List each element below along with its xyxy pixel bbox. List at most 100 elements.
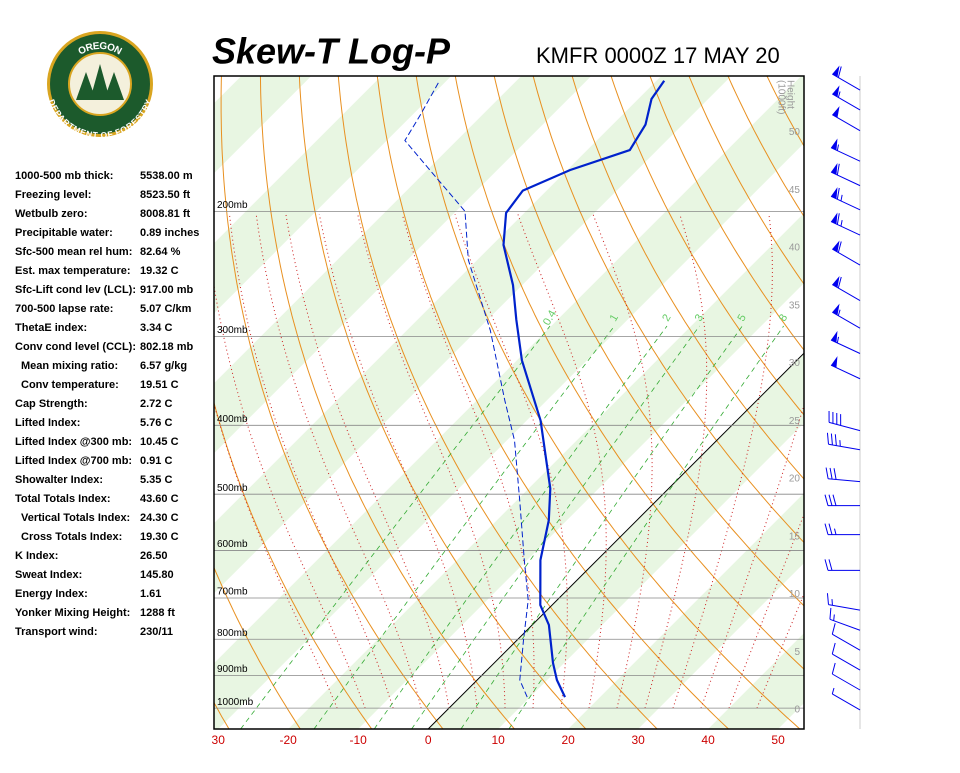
- mixing-ratio-label: 2: [660, 312, 673, 323]
- stat-label: Yonker Mixing Height:: [15, 607, 130, 619]
- stat-value: 802.18 mb: [140, 341, 193, 353]
- wind-barb-staff: [825, 524, 860, 535]
- stat-value: 0.89 inches: [140, 227, 199, 239]
- x-tick-label: 0: [425, 733, 432, 747]
- wind-barb-staff: [832, 115, 860, 131]
- wind-barb: [831, 356, 860, 379]
- y-tick-label: 400mb: [217, 414, 248, 425]
- stat-value: 19.30 C: [140, 531, 179, 543]
- wind-pennant: [832, 85, 839, 97]
- wind-pennant: [832, 106, 839, 118]
- stat-label: Sweat Index:: [15, 569, 82, 581]
- wind-barb: [832, 66, 860, 91]
- height-tick-label: 10: [789, 589, 801, 600]
- height-tick-label: 40: [789, 243, 801, 254]
- x-tick-label: 20: [561, 733, 575, 747]
- stat-value: 26.50: [140, 550, 168, 562]
- wind-barb: [825, 559, 860, 570]
- height-tick-label: 20: [789, 474, 801, 485]
- wind-barb: [831, 163, 860, 186]
- y-tick-label: 500mb: [217, 483, 248, 494]
- y-tick-label: 200mb: [217, 200, 248, 211]
- stat-label: 1000-500 mb thick:: [15, 170, 113, 182]
- wind-barb-staff: [827, 593, 860, 610]
- stat-value: 0.91 C: [140, 455, 172, 467]
- stat-value: 43.60 C: [140, 493, 179, 505]
- stat-value: 917.00 mb: [140, 284, 193, 296]
- stat-label: Precipitable water:: [15, 227, 113, 239]
- stat-label: Total Totals Index:: [15, 493, 111, 505]
- wind-barb: [825, 495, 860, 506]
- y-tick-label: 800mb: [217, 628, 248, 639]
- stat-value: 6.57 g/kg: [140, 360, 187, 372]
- stat-value: 5.76 C: [140, 417, 172, 429]
- dry-adiabat: [922, 75, 960, 729]
- wind-barb: [827, 433, 860, 450]
- y-tick-label: 300mb: [217, 325, 248, 336]
- stat-value: 5.35 C: [140, 474, 172, 486]
- stat-label: Conv cond level (CCL):: [15, 341, 136, 353]
- y-tick-label: 600mb: [217, 539, 248, 550]
- stat-value: 145.80: [140, 569, 174, 581]
- stat-label: Wetbulb zero:: [15, 208, 88, 220]
- stat-value: 24.30 C: [140, 512, 179, 524]
- height-axis-label: (1000ft): [775, 80, 786, 114]
- stat-label: Sfc-Lift cond lev (LCL):: [15, 284, 136, 296]
- stat-label: ThetaE index:: [15, 322, 87, 334]
- stat-label: 700-500 lapse rate:: [15, 303, 113, 315]
- wind-barb: [831, 212, 860, 235]
- wind-barb: [832, 304, 860, 329]
- height-tick-label: 35: [789, 300, 801, 311]
- wind-barb-staff: [831, 365, 860, 379]
- height-tick-label: 5: [794, 647, 800, 658]
- y-tick-label: 1000mb: [217, 697, 254, 708]
- height-tick-label: 30: [789, 358, 801, 369]
- wind-barb: [829, 411, 860, 431]
- stat-value: 8008.81 ft: [140, 208, 190, 220]
- stat-label: Sfc-500 mean rel hum:: [15, 246, 132, 258]
- wind-barb-staff: [827, 433, 860, 450]
- stat-value: 230/11: [140, 626, 173, 638]
- wind-barb: [831, 139, 860, 162]
- height-tick-label: 45: [789, 185, 801, 196]
- dry-adiabat: [844, 75, 960, 729]
- stat-label: Transport wind:: [15, 626, 98, 638]
- x-tick-label: -20: [280, 733, 298, 747]
- stat-label: Cross Totals Index:: [21, 531, 122, 543]
- isotherm-band: [848, 76, 960, 729]
- stat-label: Lifted Index:: [15, 417, 80, 429]
- stat-label: Conv temperature:: [21, 379, 119, 391]
- height-tick-label: 50: [789, 127, 801, 138]
- wind-barb: [827, 593, 860, 610]
- stat-label: Showalter Index:: [15, 474, 103, 486]
- stat-label: Est. max temperature:: [15, 265, 131, 277]
- dry-adiabat: [883, 75, 960, 729]
- height-tick-label: 25: [789, 416, 801, 427]
- x-tick-label: 10: [491, 733, 505, 747]
- x-tick-label: 50: [771, 733, 785, 747]
- stat-value: 19.32 C: [140, 265, 179, 277]
- stat-value: 1288 ft: [140, 607, 175, 619]
- y-tick-label: 900mb: [217, 664, 248, 675]
- stat-label: Lifted Index @700 mb:: [15, 455, 132, 467]
- stat-label: Mean mixing ratio:: [21, 360, 118, 372]
- stat-value: 8523.50 ft: [140, 189, 190, 201]
- wind-barb: [826, 468, 860, 482]
- wind-barb: [831, 331, 860, 354]
- chart-title: Skew-T Log-P: [212, 31, 451, 72]
- wind-barb-staff: [829, 411, 860, 431]
- stat-label: Vertical Totals Index:: [21, 512, 130, 524]
- wind-barb: [832, 688, 860, 710]
- stat-value: 10.45 C: [140, 436, 179, 448]
- height-tick-label: 0: [794, 705, 800, 716]
- x-tick-label: -10: [350, 733, 368, 747]
- logo: OREGON DEPARTMENT OF FORESTRY: [46, 31, 153, 140]
- wind-barb-staff: [832, 688, 860, 710]
- wind-pennant: [832, 304, 839, 316]
- stat-value: 2.72 C: [140, 398, 172, 410]
- chart-subtitle: KMFR 0000Z 17 MAY 20: [536, 43, 780, 68]
- stat-value: 82.64 %: [140, 246, 181, 258]
- wind-barb-staff: [826, 468, 860, 482]
- wind-barb-staff: [832, 643, 860, 670]
